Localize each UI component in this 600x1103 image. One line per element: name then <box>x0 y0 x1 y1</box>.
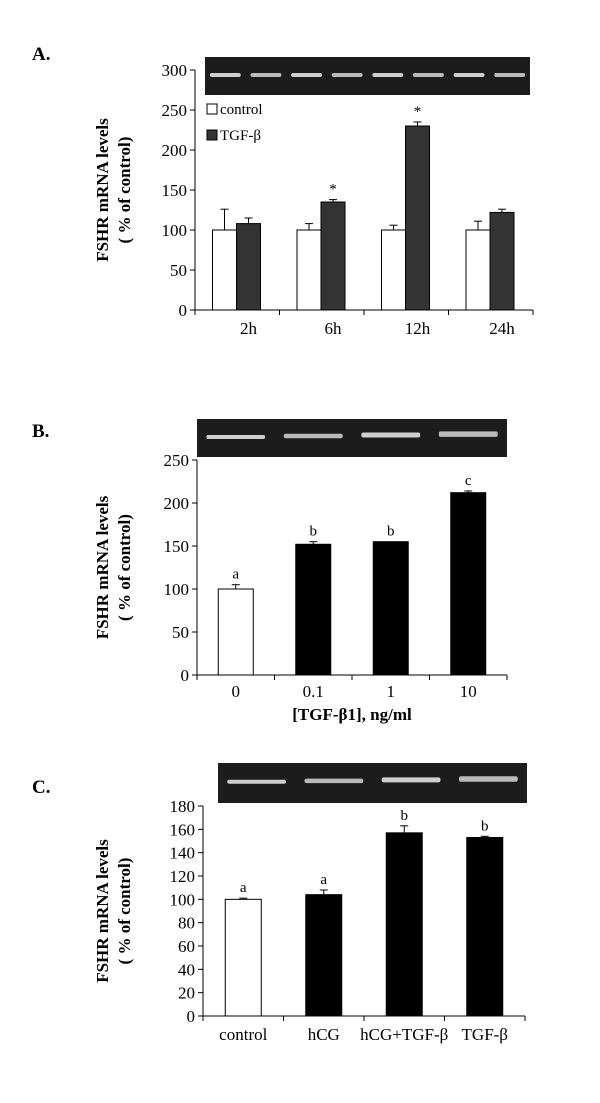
gel-band <box>381 777 441 783</box>
y-axis-title-unit: ( % of control) <box>115 137 134 244</box>
y-tick-label: 50 <box>170 261 187 280</box>
x-axis-title: [TGF-β1], ng/ml <box>292 705 412 724</box>
gel-band <box>304 778 364 784</box>
bar <box>295 543 332 676</box>
y-tick-label: 0 <box>179 301 188 320</box>
bar <box>217 588 254 676</box>
gel-band <box>413 72 444 77</box>
gel-band <box>227 779 286 784</box>
gel-band <box>331 72 363 77</box>
y-axis-title: FSHR mRNA levels <box>93 118 112 262</box>
y-tick-label: 180 <box>170 797 196 816</box>
legend-label: TGF-β <box>220 128 261 144</box>
bar <box>465 229 491 311</box>
bar-annotation: * <box>414 104 422 120</box>
gel-band <box>283 433 343 439</box>
bar <box>224 898 262 1017</box>
legend-swatch <box>206 103 218 115</box>
category-label: TGF-β <box>462 1025 508 1044</box>
bar <box>296 229 322 311</box>
category-label: 1 <box>387 682 396 701</box>
y-tick-label: 250 <box>162 101 188 120</box>
category-label: 0 <box>232 682 241 701</box>
y-tick-label: 0 <box>187 1007 196 1026</box>
y-tick-label: 50 <box>172 623 189 642</box>
gel-band <box>250 72 282 77</box>
category-label: hCG <box>308 1025 340 1044</box>
legend-label: control <box>220 102 263 118</box>
bar-annotation: b <box>310 524 318 540</box>
y-tick-label: 150 <box>164 537 190 556</box>
gel-band <box>209 72 241 77</box>
legend-swatch <box>206 129 218 141</box>
gel-band <box>438 431 498 437</box>
bar-annotation: b <box>481 818 489 834</box>
category-label: 6h <box>325 319 343 338</box>
y-axis-title: FSHR mRNA levels <box>93 495 112 639</box>
y-tick-label: 100 <box>162 221 188 240</box>
y-axis-title-unit: ( % of control) <box>115 514 134 621</box>
bar-annotation: b <box>401 808 409 824</box>
y-tick-label: 250 <box>164 451 190 470</box>
bar <box>320 201 346 311</box>
y-tick-label: 100 <box>164 580 190 599</box>
bar-annotation: c <box>465 473 472 489</box>
bar-annotation: a <box>320 872 327 888</box>
y-tick-label: 300 <box>162 61 188 80</box>
gel-band <box>453 72 485 77</box>
gel-band <box>372 72 404 77</box>
bar <box>212 229 237 311</box>
y-tick-label: 200 <box>164 494 190 513</box>
y-tick-label: 200 <box>162 141 188 160</box>
category-label: 2h <box>240 319 258 338</box>
bar-annotation: a <box>232 567 239 583</box>
y-tick-label: 140 <box>170 844 196 863</box>
y-tick-label: 160 <box>170 820 196 839</box>
panel-label: A. <box>32 44 50 65</box>
gel-band <box>459 776 518 782</box>
y-tick-label: 80 <box>178 914 195 933</box>
bar <box>381 229 406 311</box>
bar <box>236 223 261 311</box>
y-axis-title: FSHR mRNA levels <box>93 839 112 983</box>
category-label: 0.1 <box>303 682 324 701</box>
category-label: 10 <box>460 682 477 701</box>
bar <box>405 125 430 311</box>
category-label: 12h <box>405 319 431 338</box>
gel-band <box>206 434 266 439</box>
bar <box>489 211 515 311</box>
y-tick-label: 100 <box>170 890 196 909</box>
category-label: hCG+TGF-β <box>360 1025 448 1044</box>
y-tick-label: 40 <box>178 960 195 979</box>
panel-label: B. <box>32 421 49 442</box>
bar-annotation: a <box>240 880 247 896</box>
bar-annotation: b <box>387 524 395 540</box>
gel-band <box>291 72 322 77</box>
bar-annotation: * <box>329 182 337 198</box>
y-tick-label: 60 <box>178 937 195 956</box>
y-axis-title-unit: ( % of control) <box>115 858 134 965</box>
y-tick-label: 150 <box>162 181 188 200</box>
gel-band <box>361 432 421 438</box>
category-label: control <box>219 1025 267 1044</box>
y-tick-label: 0 <box>181 666 190 685</box>
gel-band <box>494 72 526 77</box>
bar <box>385 832 423 1017</box>
bar <box>305 894 343 1017</box>
bar <box>372 541 409 676</box>
bar <box>466 837 504 1017</box>
category-label: 24h <box>489 319 515 338</box>
y-tick-label: 20 <box>178 984 195 1003</box>
y-tick-label: 120 <box>170 867 196 886</box>
bar <box>450 492 487 676</box>
panel-label: C. <box>32 777 50 798</box>
